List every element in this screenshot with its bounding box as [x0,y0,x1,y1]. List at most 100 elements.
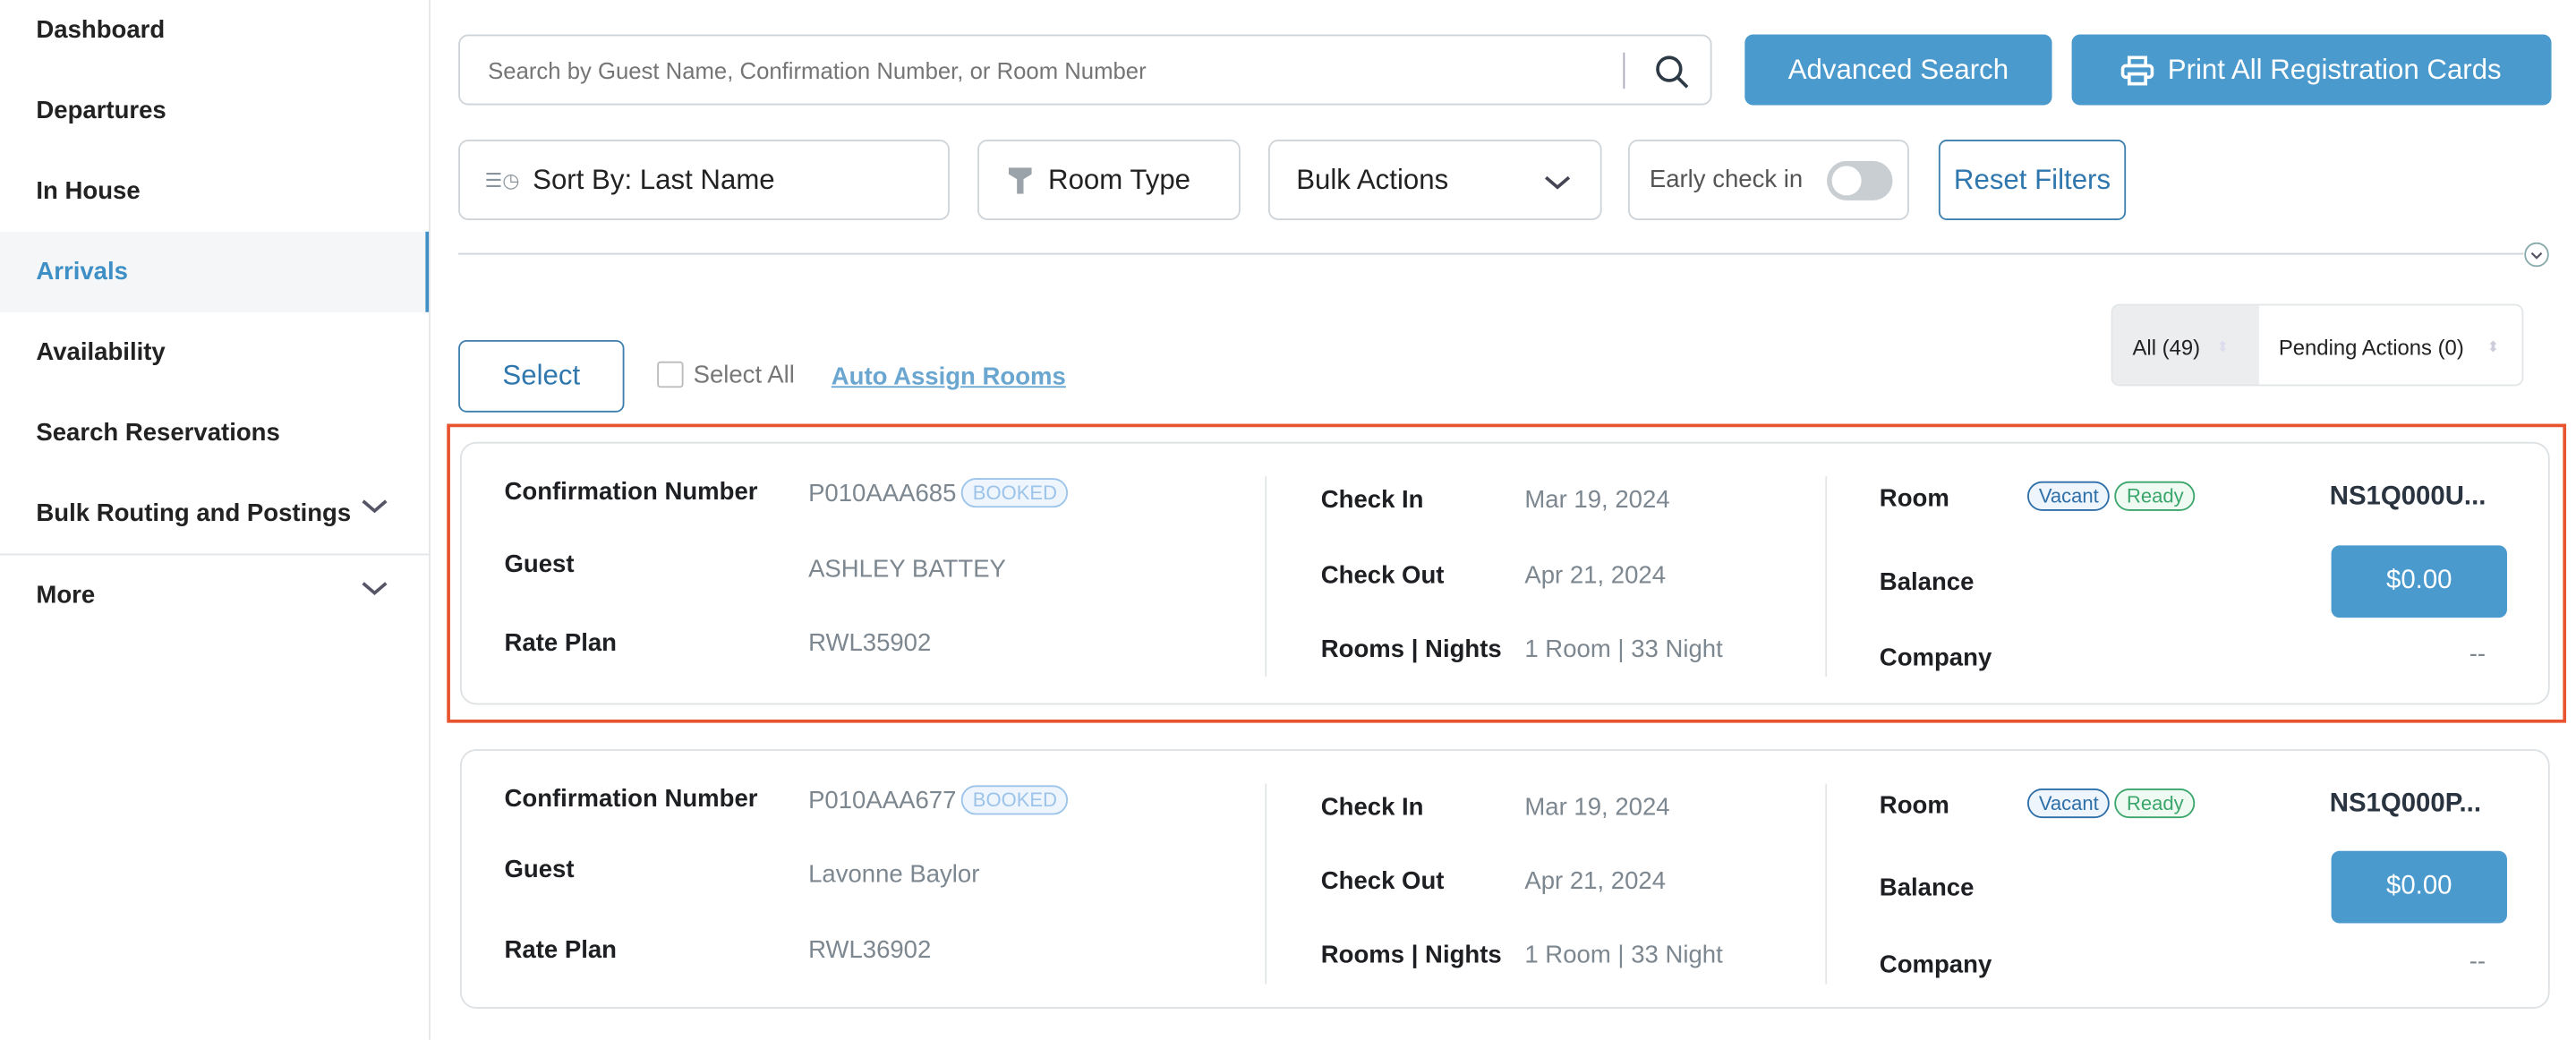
bulk-actions-label: Bulk Actions [1296,163,1449,195]
sidebar-item-label: Departures [36,97,166,125]
sidebar-item-bulk-routing[interactable]: Bulk Routing and Postings [0,473,429,554]
balance-label: Balance [1879,568,1975,597]
room-label: Room [1879,484,1949,513]
check-out-value: Apr 21, 2024 [1524,867,1667,896]
tab-label: All (49) [2132,334,2201,360]
sort-arrows-icon: ⬍ [2216,337,2230,354]
rate-plan-value: RWL35902 [808,628,932,658]
printer-icon [2121,55,2155,85]
bulk-actions-dropdown[interactable]: Bulk Actions [1268,140,1602,220]
vacant-badge: Vacant [2027,481,2111,511]
advanced-search-button[interactable]: Advanced Search [1744,34,2052,106]
sort-label: Sort By: Last Name [533,163,775,195]
guest-value: Lavonne Baylor [808,860,980,890]
button-label: Advanced Search [1787,53,2009,85]
check-in-label: Check In [1320,486,1424,515]
room-label: Room [1879,791,1949,820]
sidebar-item-departures[interactable]: Departures [0,71,429,151]
sort-icon: ☰◷ [484,168,520,192]
check-out-label: Check Out [1320,867,1445,896]
divider [1825,476,1828,678]
sidebar: Dashboard Departures In House Arrivals A… [0,0,431,1040]
reservation-card[interactable]: Confirmation Number P010AAA685 BOOKED Gue… [459,441,2550,705]
reservation-card[interactable]: Confirmation Number P010AAA677 BOOKED Gue… [459,748,2550,1009]
company-label: Company [1879,950,1992,979]
balance-button[interactable]: $0.00 [2331,850,2507,924]
sidebar-item-dashboard[interactable]: Dashboard [0,0,429,71]
rate-plan-label: Rate Plan [504,628,617,658]
sidebar-item-search-reservations[interactable]: Search Reservations [0,393,429,473]
check-in-label: Check In [1320,793,1424,822]
sidebar-item-in-house[interactable]: In House [0,151,429,232]
sidebar-item-label: Dashboard [36,16,166,45]
sidebar-item-availability[interactable]: Availability [0,312,429,393]
confirmation-label: Confirmation Number [504,478,758,507]
divider [0,553,430,556]
auto-assign-rooms-link[interactable]: Auto Assign Rooms [831,362,1066,391]
check-in-value: Mar 19, 2024 [1524,486,1670,515]
early-checkin-filter: Early check in [1627,140,1909,220]
room-value: NS1Q000U... [2329,482,2486,511]
guest-label: Guest [504,550,575,579]
balance-label: Balance [1879,874,1975,902]
check-out-label: Check Out [1320,561,1445,590]
confirmation-value: P010AAA677 BOOKED [808,785,1069,815]
rooms-nights-label: Rooms | Nights [1320,941,1502,969]
search-box [458,34,1712,106]
early-checkin-toggle[interactable] [1827,160,1893,200]
vacant-badge: Vacant [2027,789,2111,819]
sidebar-item-label: Search Reservations [36,419,280,448]
divider [1265,476,1267,678]
highlight-box [447,423,2567,723]
confirmation-label: Confirmation Number [504,785,758,814]
room-badges: Vacant Ready [2023,789,2196,820]
guest-value: ASHLEY BATTEY [808,555,1006,584]
status-badge: BOOKED [960,478,1069,508]
rooms-nights-value: 1 Room | 33 Night [1524,635,1723,664]
collapse-toggle-icon[interactable] [2523,242,2549,268]
early-checkin-label: Early check in [1649,166,1804,194]
tab-label: Pending Actions (0) [2278,334,2464,360]
divider [1265,783,1267,985]
sort-by-dropdown[interactable]: ☰◷ Sort By: Last Name [458,140,950,220]
search-input[interactable] [484,55,1608,85]
button-label: Reset Filters [1953,163,2111,195]
search-icon[interactable] [1654,55,1690,90]
status-segmented-control: All (49) ⬍ Pending Actions (0) ⬍ [2111,303,2524,387]
print-all-registration-cards-button[interactable]: Print All Registration Cards [2071,34,2552,106]
reset-filters-button[interactable]: Reset Filters [1938,140,2127,220]
check-in-value: Mar 19, 2024 [1524,793,1670,822]
button-label: Print All Registration Cards [2167,53,2502,85]
sidebar-item-arrivals[interactable]: Arrivals [0,231,430,312]
check-out-value: Apr 21, 2024 [1524,561,1667,590]
room-type-filter[interactable]: Room Type [977,140,1241,220]
ready-badge: Ready [2115,789,2196,819]
button-label: Select [502,359,581,391]
balance-value: $0.00 [2386,872,2452,900]
company-value: -- [2469,640,2486,669]
sidebar-item-label: In House [36,177,141,206]
rooms-nights-label: Rooms | Nights [1320,635,1502,664]
room-badges: Vacant Ready [2023,481,2196,513]
rate-plan-label: Rate Plan [504,936,617,965]
divider [458,252,2524,255]
chevron-down-icon [362,499,388,514]
tab-pending-actions[interactable]: Pending Actions (0) ⬍ [2259,305,2522,384]
company-value: -- [2469,948,2486,976]
tab-all[interactable]: All (49) ⬍ [2112,305,2259,385]
sidebar-item-label: Availability [36,338,166,367]
confirmation-value: P010AAA685 BOOKED [808,478,1069,508]
divider [1825,783,1828,985]
divider [1623,52,1625,90]
room-type-label: Room Type [1048,163,1191,195]
filter-icon [1008,166,1032,193]
select-button[interactable]: Select [458,339,625,413]
room-value: NS1Q000P... [2329,789,2482,819]
sidebar-item-label: More [36,581,96,610]
rooms-nights-value: 1 Room | 33 Night [1524,941,1723,969]
guest-label: Guest [504,856,575,884]
balance-button[interactable]: $0.00 [2331,545,2507,618]
select-all-checkbox[interactable] [657,361,684,388]
company-label: Company [1879,644,1992,672]
sidebar-item-more[interactable]: More [0,555,429,635]
